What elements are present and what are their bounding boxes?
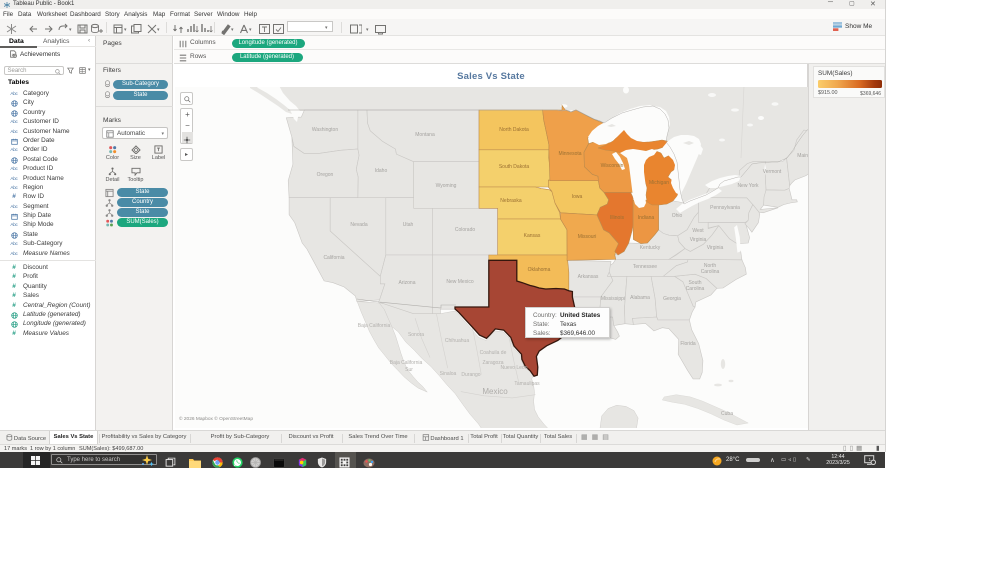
svg-text:Tennessee: Tennessee bbox=[633, 264, 657, 270]
svg-text:Florida: Florida bbox=[680, 341, 696, 347]
svg-text:Wyoming: Wyoming bbox=[436, 183, 457, 189]
svg-text:Montana: Montana bbox=[415, 132, 435, 138]
svg-text:Sur: Sur bbox=[405, 367, 413, 373]
svg-text:Nebraska: Nebraska bbox=[500, 198, 522, 204]
svg-text:Carolina: Carolina bbox=[701, 269, 720, 275]
svg-text:North Dakota: North Dakota bbox=[499, 127, 529, 133]
svg-text:Nevada: Nevada bbox=[350, 222, 367, 228]
svg-text:Sinaloa: Sinaloa bbox=[440, 371, 457, 377]
svg-text:Kentucky: Kentucky bbox=[640, 245, 661, 251]
svg-text:Indiana: Indiana bbox=[638, 215, 655, 221]
svg-text:California: California bbox=[323, 255, 344, 261]
svg-text:South Dakota: South Dakota bbox=[499, 164, 530, 170]
svg-text:Colorado: Colorado bbox=[455, 227, 476, 233]
svg-text:North: North bbox=[704, 263, 716, 269]
svg-text:South: South bbox=[688, 280, 701, 286]
svg-text:New Mexico: New Mexico bbox=[446, 279, 473, 285]
svg-text:Virginia: Virginia bbox=[707, 245, 724, 251]
svg-text:Baja California: Baja California bbox=[358, 323, 391, 329]
svg-text:Minnesota: Minnesota bbox=[558, 151, 581, 157]
svg-text:Arizona: Arizona bbox=[399, 280, 416, 286]
svg-text:Oregon: Oregon bbox=[317, 172, 334, 178]
svg-text:Michigan: Michigan bbox=[649, 180, 669, 186]
svg-text:Durango: Durango bbox=[461, 372, 480, 378]
svg-text:Vermont: Vermont bbox=[763, 169, 782, 175]
svg-text:Virginia: Virginia bbox=[690, 237, 707, 243]
svg-text:Baja California: Baja California bbox=[390, 360, 423, 366]
svg-text:Chihuahua: Chihuahua bbox=[445, 338, 469, 344]
svg-text:Arkansas: Arkansas bbox=[578, 274, 599, 280]
svg-text:Mexico: Mexico bbox=[482, 387, 508, 396]
svg-text:Tamaulipas: Tamaulipas bbox=[514, 381, 540, 387]
svg-text:Carolina: Carolina bbox=[686, 286, 705, 292]
svg-text:Sonora: Sonora bbox=[408, 332, 424, 338]
svg-text:Georgia: Georgia bbox=[663, 296, 681, 302]
svg-text:Oklahoma: Oklahoma bbox=[528, 267, 551, 273]
svg-text:Wisconsin: Wisconsin bbox=[601, 163, 624, 169]
svg-text:Pennsylvania: Pennsylvania bbox=[710, 205, 740, 211]
svg-text:Alabama: Alabama bbox=[630, 295, 650, 301]
svg-text:Iowa: Iowa bbox=[572, 194, 583, 200]
svg-text:Idaho: Idaho bbox=[375, 168, 388, 174]
svg-text:Missouri: Missouri bbox=[578, 234, 597, 240]
svg-text:Kansas: Kansas bbox=[524, 233, 541, 239]
svg-text:Ohio: Ohio bbox=[672, 213, 683, 219]
svg-text:West: West bbox=[692, 228, 704, 234]
svg-text:Maine: Maine bbox=[797, 153, 808, 159]
svg-text:Utah: Utah bbox=[403, 222, 414, 228]
svg-text:New York: New York bbox=[737, 183, 759, 189]
svg-text:Cuba: Cuba bbox=[721, 411, 733, 417]
svg-text:Coahuila de: Coahuila de bbox=[480, 350, 507, 356]
svg-text:Washington: Washington bbox=[312, 127, 338, 133]
svg-text:Zaragoza: Zaragoza bbox=[482, 360, 503, 366]
svg-text:Nuevo León: Nuevo León bbox=[501, 365, 528, 371]
svg-text:Mississippi: Mississippi bbox=[601, 296, 625, 302]
svg-text:Illinois: Illinois bbox=[610, 215, 624, 221]
